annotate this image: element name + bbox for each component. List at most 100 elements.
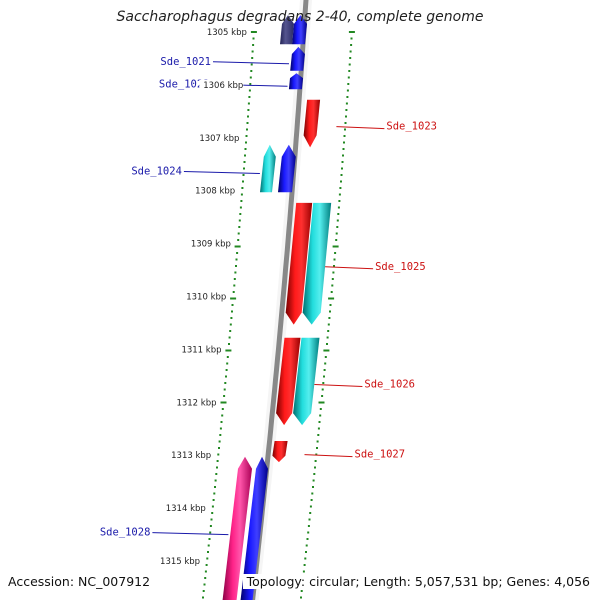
tick-mark (345, 102, 348, 105)
gene-feature[interactable] (240, 456, 268, 600)
tick-mark (225, 375, 227, 378)
tick-mark (336, 219, 339, 222)
gene-sde-1025[interactable] (285, 202, 313, 325)
gene-label-sde-1023[interactable]: Sde_1023 (386, 121, 437, 133)
tick-mark (249, 83, 252, 85)
tick-mark (328, 297, 335, 300)
tick-mark (316, 440, 319, 443)
tick-mark (348, 31, 355, 33)
tick-mark (213, 492, 216, 495)
tick-mark (338, 200, 341, 202)
gene-label-sde-1024[interactable]: Sde_1024 (131, 166, 182, 178)
tick-mark (252, 44, 255, 46)
tick-mark (345, 115, 347, 118)
tick-mark (349, 57, 352, 59)
gene-label-sde-1028[interactable]: Sde_1028 (100, 527, 151, 539)
gene-sde-1021[interactable] (290, 46, 305, 71)
tick-mark (219, 427, 222, 430)
tick-mark (223, 395, 226, 397)
tick-mark (218, 440, 221, 443)
tick-mark (335, 232, 338, 235)
tick-mark (305, 551, 307, 553)
gene-feature[interactable] (302, 202, 332, 325)
tick-mark (228, 336, 231, 339)
tick-mark (347, 83, 350, 85)
gene-feature[interactable] (280, 15, 294, 45)
tick-mark (312, 479, 315, 482)
tick-mark (234, 245, 241, 248)
tick-mark (239, 213, 242, 215)
tick-mark (245, 141, 247, 144)
tick-mark (337, 213, 340, 215)
gene-sde-1022[interactable] (288, 73, 303, 90)
ruler-label: 1306 kbp (203, 81, 243, 91)
tick-mark (239, 206, 242, 209)
gene-sde-1024[interactable] (260, 144, 276, 193)
ruler-label: 1308 kbp (195, 187, 235, 197)
tick-mark (332, 271, 335, 274)
gene-sde-1023[interactable] (303, 99, 321, 148)
tick-mark (203, 583, 206, 586)
tick-mark (250, 70, 253, 72)
tick-mark (340, 174, 343, 176)
tick-mark (229, 323, 232, 326)
tick-mark (314, 460, 317, 462)
tick-mark (231, 304, 234, 306)
tick-mark (341, 161, 344, 163)
gene-sde-1026[interactable] (276, 337, 301, 426)
tick-mark (223, 388, 226, 391)
tick-mark (302, 570, 305, 573)
tick-mark (208, 538, 211, 540)
tick-mark (345, 109, 348, 111)
tick-mark (202, 590, 205, 592)
tick-mark (252, 37, 255, 40)
tick-mark (308, 518, 311, 521)
tick-mark (342, 154, 344, 157)
ruler-label: 1307 kbp (199, 134, 239, 144)
gene-feature[interactable] (292, 15, 307, 45)
tick-mark (343, 141, 345, 144)
gene-feature[interactable] (278, 144, 296, 193)
gene-label-sde-1027[interactable]: Sde_1027 (355, 449, 406, 461)
genome-summary: Topology: circular; Length: 5,057,531 bp… (242, 574, 590, 589)
gene-sde-1027[interactable] (272, 441, 288, 463)
gene-feature[interactable] (293, 337, 320, 426)
tick-mark (311, 492, 314, 495)
tick-mark (336, 226, 339, 228)
ruler-label: 1312 kbp (176, 398, 216, 408)
tick-mark (315, 453, 318, 456)
tick-mark (207, 544, 210, 547)
tick-mark (209, 531, 212, 534)
tick-mark (221, 408, 224, 410)
tick-mark (248, 89, 251, 92)
tick-mark (230, 317, 233, 319)
tick-mark (231, 310, 233, 313)
ruler-label: 1311 kbp (181, 345, 221, 355)
ruler-label-background (182, 291, 227, 303)
tick-mark (313, 473, 316, 475)
gene-label-sde-1022[interactable]: Sde_1022 (159, 78, 210, 90)
tick-mark (243, 167, 245, 170)
ruler-label: 1305 kbp (207, 28, 247, 38)
tick-mark (343, 135, 346, 137)
tick-mark (249, 76, 252, 79)
ruler-label: 1315 kbp (160, 557, 200, 567)
ruler-label-background (161, 503, 206, 515)
tick-mark (240, 200, 243, 202)
tick-mark (333, 265, 335, 267)
tick-mark (225, 369, 228, 371)
gene-sde-1028[interactable] (222, 456, 252, 600)
tick-mark (210, 518, 213, 521)
ruler-label-background (195, 132, 240, 144)
tick-mark (321, 395, 324, 397)
tick-mark (225, 349, 232, 352)
tick-mark (220, 421, 223, 423)
leader-line (212, 61, 290, 65)
gene-label-sde-1021[interactable]: Sde_1021 (160, 56, 211, 68)
tick-mark (217, 453, 220, 456)
gene-label-sde-1026[interactable]: Sde_1026 (364, 379, 415, 391)
gene-label-sde-1025[interactable]: Sde_1025 (375, 261, 426, 273)
tick-mark (331, 284, 334, 287)
leader-line (336, 126, 385, 130)
